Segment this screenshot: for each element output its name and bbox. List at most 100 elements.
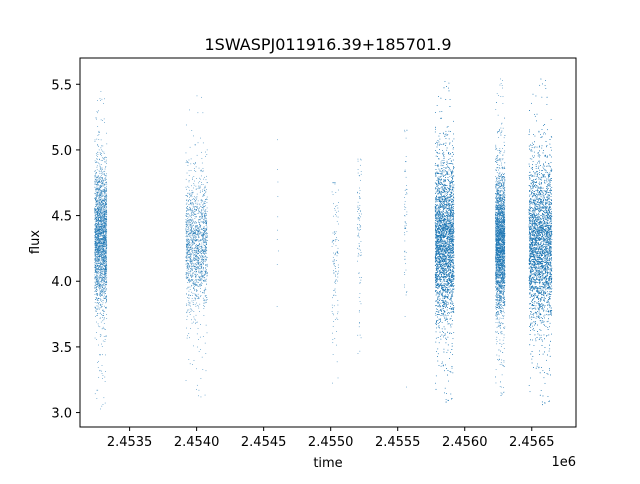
data-point bbox=[95, 188, 97, 190]
data-point bbox=[206, 250, 208, 251]
data-point bbox=[98, 297, 99, 299]
data-point bbox=[98, 193, 100, 195]
data-point bbox=[98, 188, 100, 190]
data-point bbox=[95, 231, 96, 233]
data-point bbox=[104, 252, 106, 254]
data-point bbox=[190, 208, 191, 209]
data-point bbox=[102, 258, 104, 260]
data-point bbox=[94, 242, 96, 244]
data-point bbox=[102, 271, 103, 272]
data-point bbox=[95, 195, 97, 196]
data-point bbox=[101, 232, 102, 234]
data-point bbox=[194, 256, 196, 257]
data-point bbox=[100, 201, 102, 203]
data-point bbox=[105, 231, 107, 233]
data-point bbox=[97, 252, 99, 253]
data-point bbox=[95, 232, 97, 234]
data-point bbox=[99, 164, 101, 166]
data-point bbox=[192, 192, 194, 194]
data-point bbox=[104, 241, 106, 242]
data-point bbox=[104, 259, 106, 261]
data-point bbox=[105, 265, 107, 266]
data-point bbox=[199, 251, 200, 253]
data-point bbox=[102, 221, 104, 223]
data-point bbox=[203, 195, 204, 197]
data-point bbox=[102, 250, 103, 252]
data-point bbox=[99, 269, 101, 271]
data-point bbox=[190, 226, 192, 228]
data-point bbox=[189, 289, 191, 290]
data-point bbox=[96, 249, 98, 251]
data-point bbox=[190, 158, 192, 160]
data-point bbox=[102, 254, 104, 256]
data-point bbox=[195, 233, 196, 235]
data-point bbox=[100, 207, 102, 208]
data-point bbox=[100, 268, 102, 270]
data-point bbox=[104, 210, 106, 212]
data-point bbox=[99, 189, 100, 190]
data-point bbox=[189, 268, 191, 270]
data-point bbox=[101, 234, 103, 236]
data-point bbox=[188, 181, 190, 183]
data-point bbox=[201, 256, 203, 257]
data-point bbox=[196, 285, 198, 286]
data-point bbox=[198, 222, 200, 223]
data-point bbox=[102, 262, 104, 264]
data-point bbox=[189, 257, 190, 259]
data-point bbox=[359, 215, 360, 216]
data-point bbox=[95, 202, 97, 203]
data-point bbox=[200, 267, 202, 269]
data-point bbox=[102, 184, 104, 186]
data-point bbox=[96, 227, 98, 229]
data-point bbox=[196, 384, 198, 386]
data-point bbox=[193, 135, 194, 137]
data-point bbox=[190, 213, 192, 214]
data-point bbox=[100, 334, 102, 336]
data-point bbox=[186, 199, 188, 201]
data-point bbox=[337, 272, 339, 274]
data-point bbox=[188, 227, 189, 228]
data-point bbox=[188, 234, 190, 236]
data-point bbox=[99, 369, 101, 371]
data-point bbox=[97, 253, 99, 255]
data-point bbox=[101, 211, 103, 213]
data-point bbox=[188, 259, 190, 261]
data-point bbox=[99, 281, 101, 283]
data-point bbox=[103, 157, 105, 159]
data-point bbox=[185, 152, 187, 154]
data-point bbox=[97, 220, 98, 221]
data-point bbox=[204, 278, 206, 280]
data-point bbox=[185, 226, 187, 227]
data-point bbox=[105, 183, 107, 185]
data-point bbox=[102, 295, 103, 296]
data-point bbox=[96, 172, 97, 173]
data-point bbox=[186, 257, 187, 258]
data-point bbox=[188, 170, 190, 172]
data-point bbox=[99, 257, 101, 259]
data-point bbox=[200, 267, 202, 268]
data-point bbox=[96, 259, 98, 261]
data-point bbox=[96, 219, 98, 221]
data-point bbox=[198, 271, 200, 273]
data-point bbox=[200, 250, 202, 252]
data-point bbox=[97, 294, 99, 295]
data-point bbox=[98, 271, 100, 272]
data-point bbox=[358, 311, 360, 313]
data-point bbox=[100, 303, 101, 305]
data-point bbox=[96, 172, 97, 174]
data-point bbox=[198, 230, 200, 232]
data-point bbox=[198, 229, 199, 231]
data-point bbox=[101, 295, 102, 296]
data-point bbox=[360, 171, 362, 172]
data-point bbox=[104, 274, 106, 276]
data-point bbox=[106, 218, 108, 220]
data-point bbox=[194, 180, 195, 182]
data-point bbox=[202, 207, 204, 208]
data-point bbox=[102, 267, 104, 269]
data-point bbox=[102, 254, 104, 255]
data-point bbox=[187, 236, 188, 238]
data-point bbox=[193, 243, 194, 245]
data-point bbox=[206, 149, 208, 151]
data-point bbox=[101, 181, 103, 183]
data-point bbox=[193, 299, 195, 301]
